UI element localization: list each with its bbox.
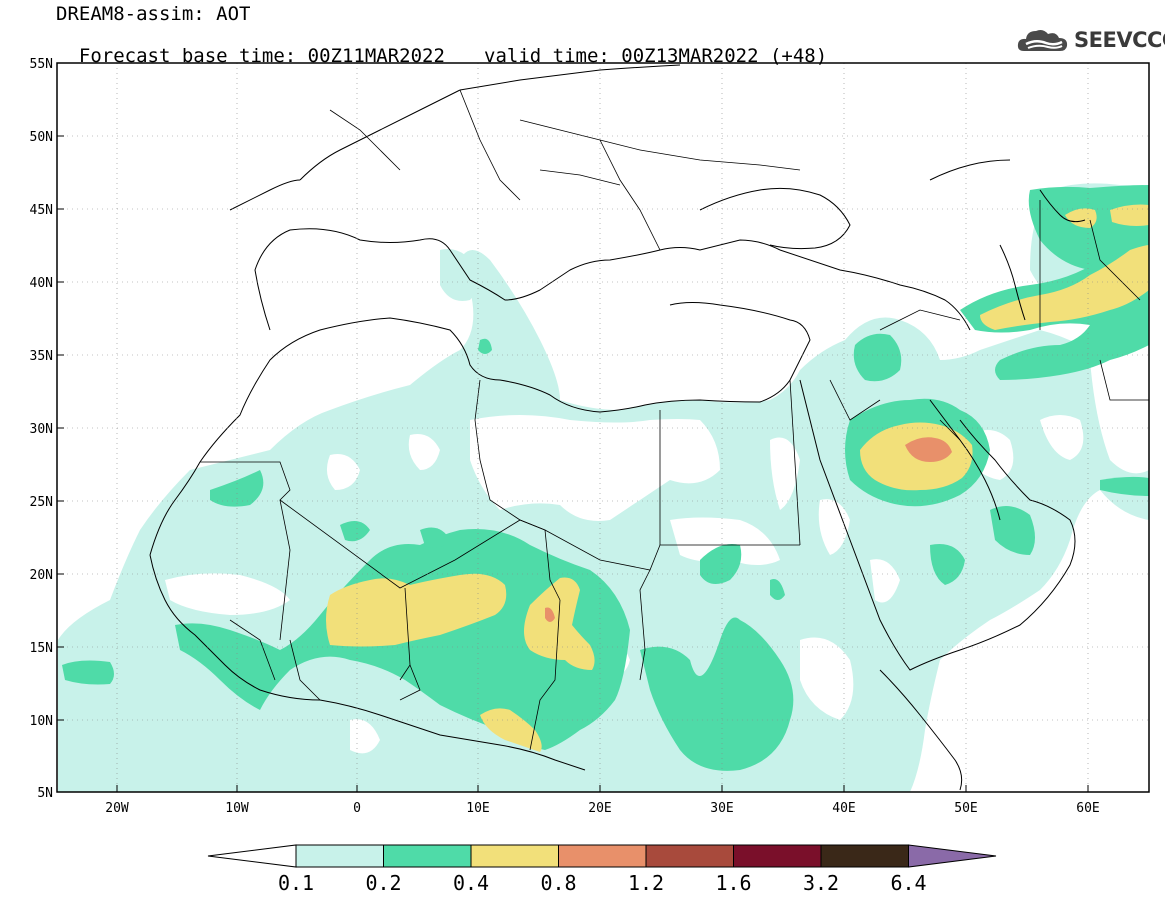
colorbar: 0.1 0.2 0.4 0.8 1.2 1.6 3.2 6.4 [207,844,997,895]
lon-label: 20W [105,801,129,816]
valid-time: valid time: 00Z13MAR2022 (+48) [484,45,828,67]
lon-label: 30E [710,801,733,816]
lat-label: 45N [30,203,53,218]
time-info: Forecast base time: 00Z11MAR2022 valid ti… [56,26,827,67]
forecast-base-time: Forecast base time: 00Z11MAR2022 [78,45,445,67]
graticule [57,63,1149,792]
colorbar-label: 0.1 [278,871,314,895]
colorbar-label: 0.2 [365,871,401,895]
colorbar-upper-arrow [908,844,997,868]
lat-label: 20N [30,568,53,583]
lon-label: 0 [353,801,361,816]
latitude-labels: 55N 50N 45N 40N 35N 30N 25N 20N 15N 10N … [30,57,53,801]
lat-label: 10N [30,714,53,729]
lon-label: 50E [954,801,977,816]
colorbar-segment [558,844,647,868]
lat-label: 5N [37,786,53,801]
colorbar-label: 1.2 [628,871,664,895]
lat-label: 25N [30,495,53,510]
lon-label: 60E [1076,801,1099,816]
colorbar-label: 0.8 [540,871,576,895]
lon-label: 40E [832,801,855,816]
lat-label: 50N [30,130,53,145]
colorbar-label: 3.2 [803,871,839,895]
colorbar-label: 1.6 [715,871,751,895]
model-title: DREAM8-assim: AOT [56,3,251,25]
lat-label: 35N [30,349,53,364]
colorbar-lower-arrow [207,844,297,868]
colorbar-segment [383,844,472,868]
colorbar-label: 6.4 [890,871,926,895]
colorbar-segment [733,844,822,868]
colorbar-segment [295,844,384,868]
cloud-icon [1017,30,1068,51]
logo-text: SEEVCCC [1074,28,1165,52]
colorbar-segment [645,844,734,868]
lon-label: 10E [466,801,489,816]
colorbar-label: 0.4 [453,871,489,895]
aot-level-0.8 [545,437,952,622]
lat-label: 30N [30,422,53,437]
colorbar-segment [820,844,909,868]
country-borders [200,89,1149,751]
lat-label: 55N [30,57,53,72]
tick-marks [57,62,1089,793]
lon-label: 20E [588,801,611,816]
lat-label: 40N [30,276,53,291]
longitude-labels: 20W 10W 0 10E 20E 30E 40E 50E 60E [105,801,1099,816]
lon-label: 10W [225,801,249,816]
aot-field [58,183,1149,792]
coastlines [149,64,1086,791]
lat-label: 15N [30,641,53,656]
colorbar-segment [470,844,559,868]
seevccc-logo: SEEVCCC [1016,24,1165,56]
